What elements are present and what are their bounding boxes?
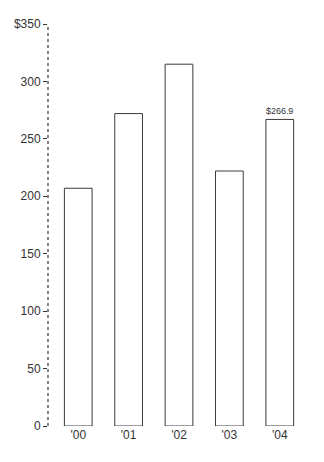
svg-text:$266.9: $266.9 xyxy=(266,106,293,116)
svg-text:250: 250 xyxy=(21,132,41,146)
svg-text:100: 100 xyxy=(21,304,41,318)
svg-text:'00: '00 xyxy=(70,428,86,442)
svg-text:'02: '02 xyxy=(171,428,187,442)
svg-text:'03: '03 xyxy=(222,428,238,442)
svg-text:300: 300 xyxy=(21,75,41,89)
svg-text:$350: $350 xyxy=(14,17,41,31)
svg-text:50: 50 xyxy=(27,362,41,376)
svg-text:150: 150 xyxy=(21,247,41,261)
svg-text:'01: '01 xyxy=(121,428,137,442)
svg-text:0: 0 xyxy=(34,419,41,433)
svg-text:200: 200 xyxy=(21,189,41,203)
svg-text:'04: '04 xyxy=(272,428,288,442)
